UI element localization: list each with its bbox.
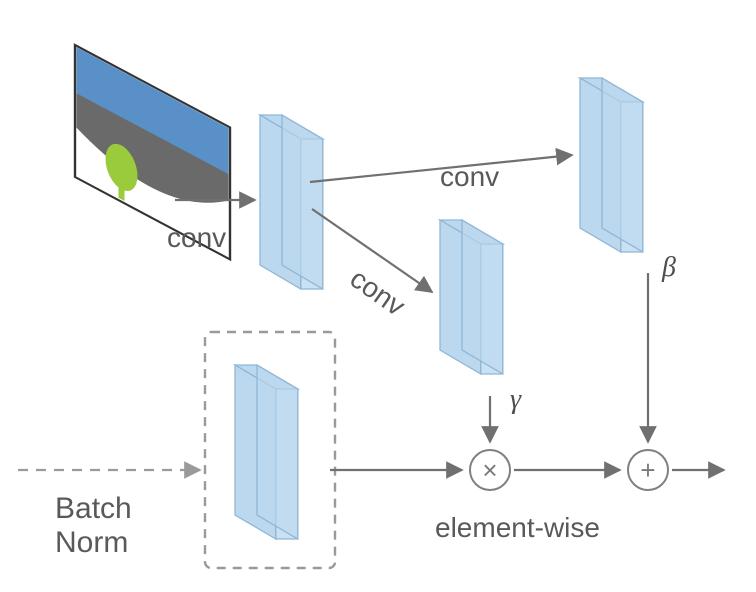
label-conv-1: conv <box>167 222 226 253</box>
label-batch: Batch <box>55 492 132 525</box>
gamma-feature-block <box>440 220 503 374</box>
shared-conv-block <box>260 115 323 289</box>
op-add-symbol: + <box>640 455 655 485</box>
batchnorm-block <box>235 365 298 539</box>
op-add: + <box>628 450 668 490</box>
op-multiply-symbol: × <box>482 455 497 485</box>
label-norm: Norm <box>55 526 128 559</box>
label-gamma: γ <box>510 384 522 415</box>
label-beta: β <box>661 252 676 283</box>
op-multiply: × <box>470 450 510 490</box>
label-element-wise: element-wise <box>435 512 600 543</box>
beta-feature-block <box>580 78 643 252</box>
label-conv-2: conv <box>440 161 499 192</box>
